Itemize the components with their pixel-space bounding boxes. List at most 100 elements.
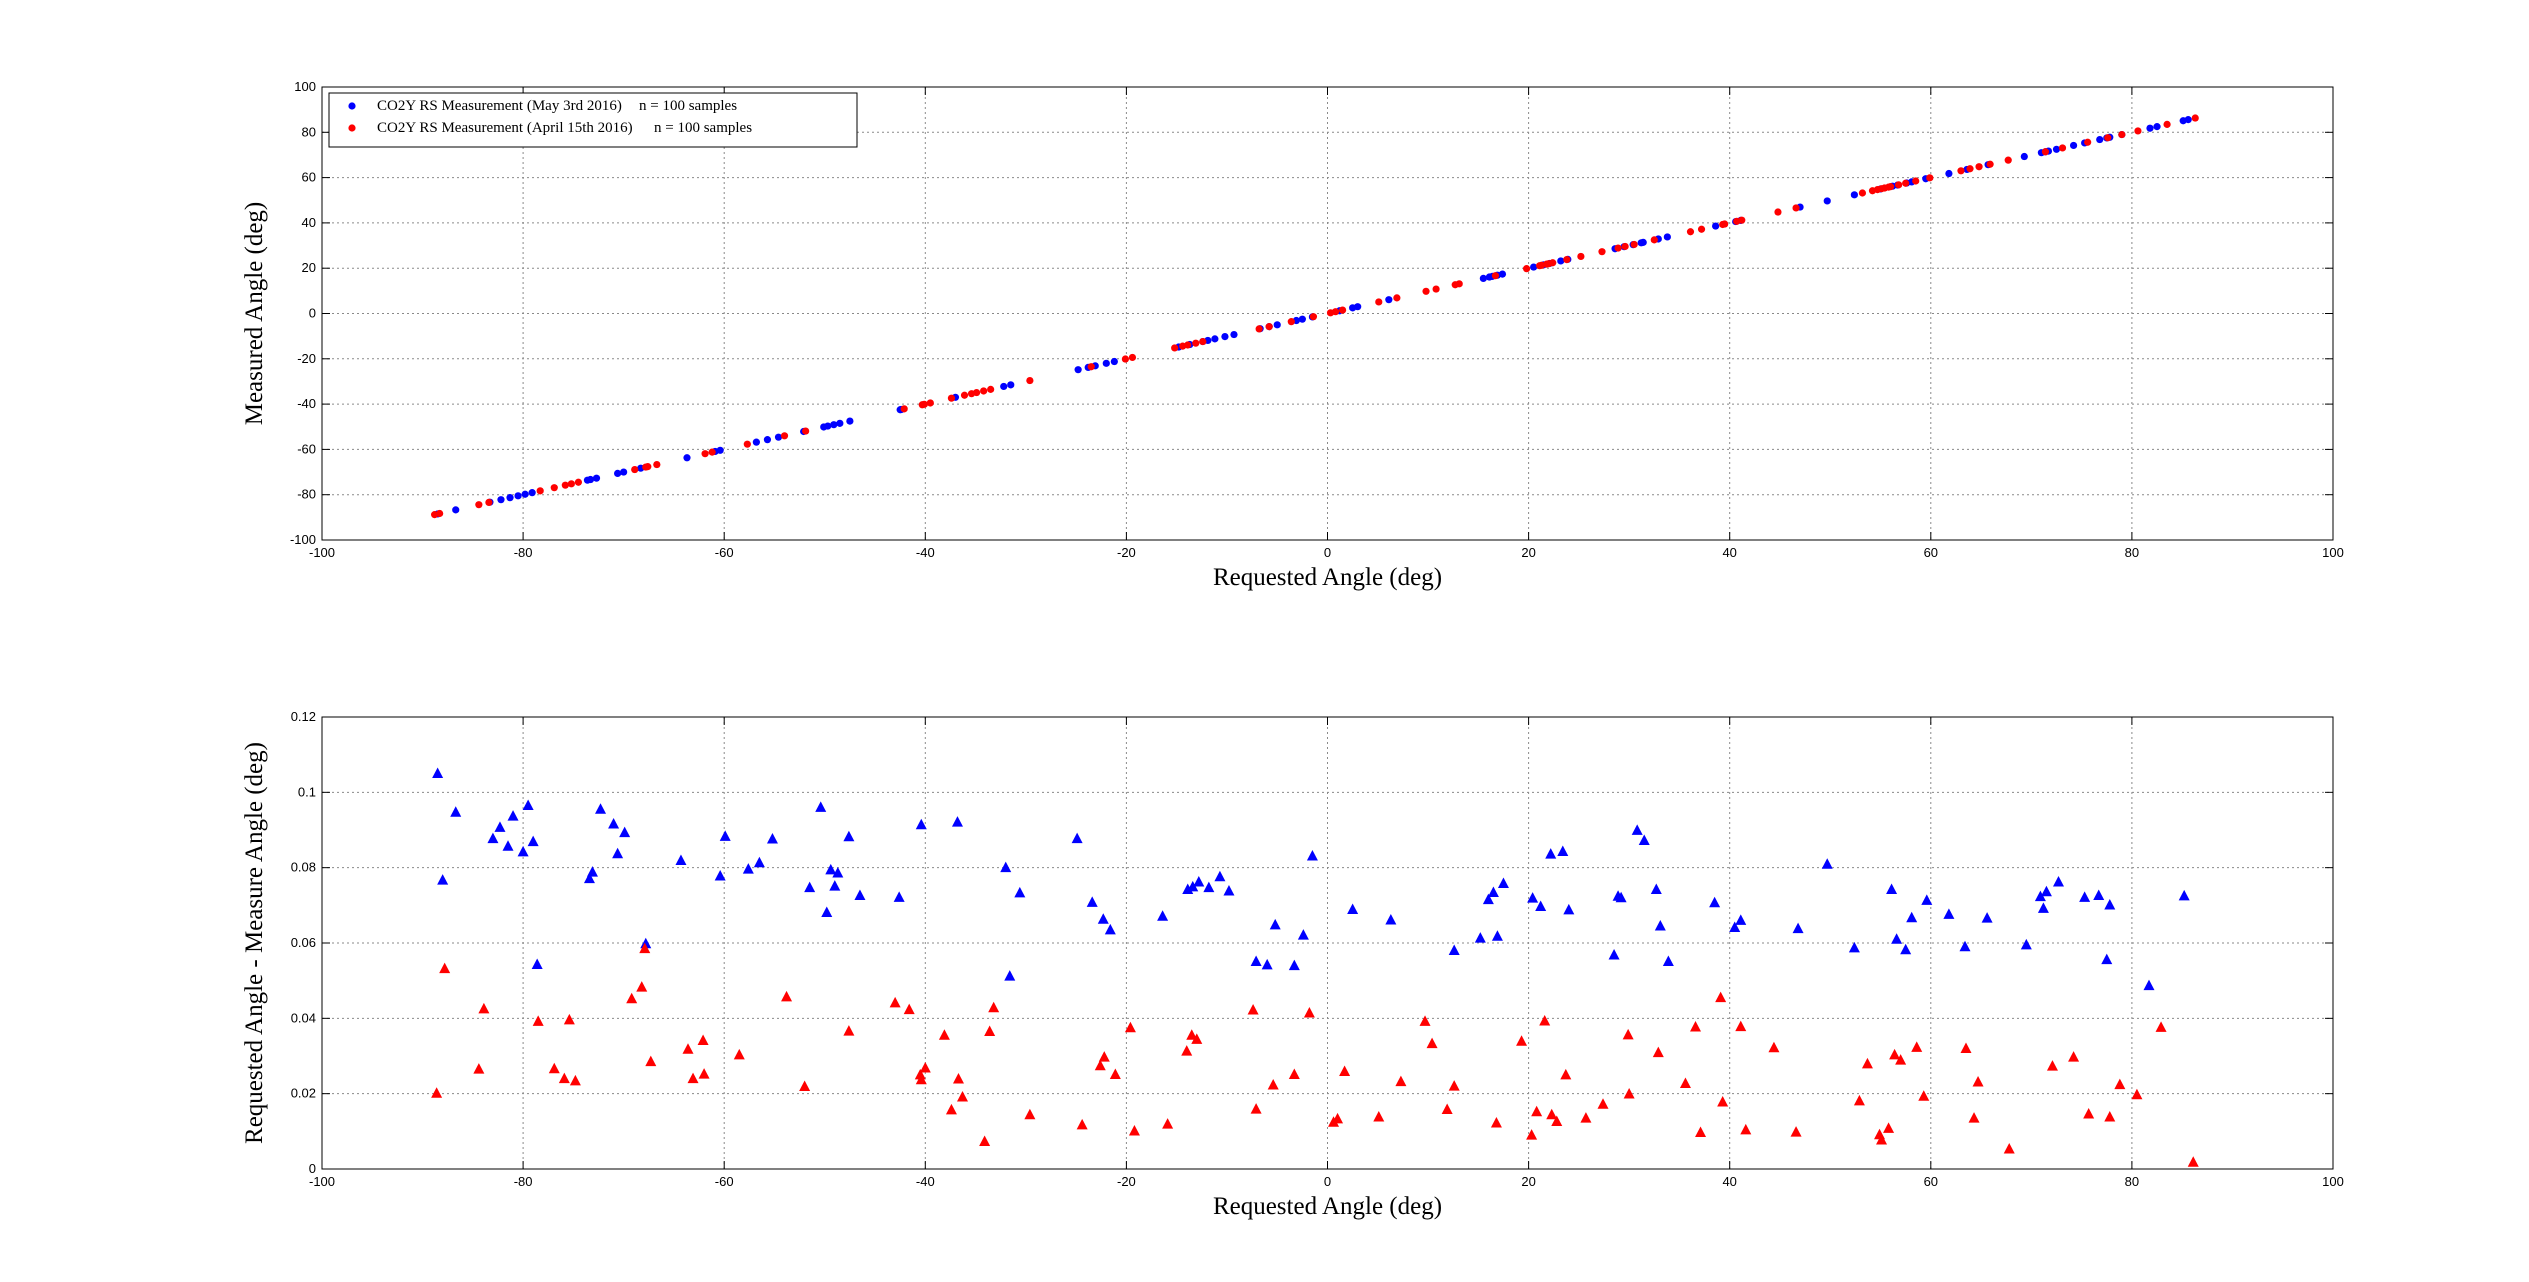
data-point bbox=[2052, 875, 2064, 887]
legend-label: CO2Y RS Measurement (May 3rd 2016) bbox=[377, 98, 622, 114]
data-point bbox=[1076, 1118, 1088, 1130]
data-point bbox=[1821, 858, 1833, 869]
data-point bbox=[2052, 145, 2061, 153]
data-point bbox=[2040, 885, 2052, 897]
y-tick-label: -40 bbox=[297, 396, 316, 411]
data-point bbox=[1630, 240, 1638, 249]
data-point bbox=[781, 990, 793, 1002]
data-point bbox=[1715, 991, 1727, 1003]
data-point bbox=[972, 388, 981, 397]
data-point bbox=[1455, 280, 1463, 288]
y-tick-label: 0.08 bbox=[291, 860, 316, 875]
data-point bbox=[1721, 220, 1729, 228]
data-point bbox=[1339, 1065, 1351, 1076]
data-point bbox=[957, 1091, 969, 1102]
data-point bbox=[1375, 298, 1383, 306]
data-point bbox=[1221, 333, 1229, 341]
data-point bbox=[1261, 958, 1273, 970]
data-point bbox=[843, 830, 855, 842]
data-point bbox=[900, 405, 908, 413]
data-point bbox=[1926, 174, 1934, 182]
data-point bbox=[753, 856, 765, 868]
data-point bbox=[478, 1002, 490, 1014]
data-point bbox=[1563, 255, 1571, 264]
data-point bbox=[1986, 160, 1994, 168]
data-point bbox=[514, 492, 522, 500]
data-point bbox=[799, 1080, 811, 1092]
data-point bbox=[1557, 257, 1565, 265]
data-point bbox=[1181, 1045, 1193, 1056]
data-point bbox=[1650, 236, 1658, 244]
data-point bbox=[1792, 922, 1804, 934]
data-point bbox=[612, 847, 624, 859]
data-point bbox=[2079, 891, 2091, 902]
data-point bbox=[550, 484, 558, 492]
data-point bbox=[2020, 152, 2028, 161]
data-point bbox=[592, 474, 601, 482]
data-point bbox=[1162, 1118, 1174, 1129]
data-point bbox=[2134, 127, 2142, 135]
top-scatter-plot: -100 -80 -60 -40 -20 0 20 40 60 80 100 -100 -80 -60 -4… bbox=[241, 79, 2344, 591]
data-point bbox=[1347, 903, 1359, 914]
series-1 bbox=[431, 942, 2199, 1167]
data-point bbox=[439, 962, 451, 974]
data-point bbox=[1563, 903, 1575, 915]
data-point bbox=[1479, 274, 1487, 282]
data-point bbox=[2187, 1156, 2199, 1167]
data-point bbox=[2069, 141, 2078, 150]
data-point bbox=[1975, 163, 1983, 171]
data-point bbox=[1768, 1041, 1780, 1053]
data-point bbox=[452, 506, 460, 514]
data-point bbox=[1911, 1041, 1923, 1052]
data-point bbox=[558, 1072, 570, 1084]
data-point bbox=[708, 448, 716, 456]
data-point bbox=[1943, 908, 1955, 919]
data-point bbox=[1255, 325, 1263, 333]
y-tick-label: 100 bbox=[294, 79, 316, 94]
data-point bbox=[1527, 892, 1539, 903]
data-point bbox=[1912, 177, 1920, 185]
data-point bbox=[846, 417, 854, 425]
data-point bbox=[1128, 1124, 1140, 1136]
data-point bbox=[1086, 896, 1098, 907]
data-point bbox=[1000, 382, 1008, 391]
data-point bbox=[1895, 1054, 1907, 1065]
data-point bbox=[1192, 339, 1200, 347]
data-point bbox=[432, 767, 444, 778]
legend-count: n = 100 samples bbox=[639, 98, 737, 114]
x-tick-label: 100 bbox=[2322, 1174, 2344, 1189]
data-point bbox=[1303, 1007, 1315, 1018]
data-point bbox=[548, 1062, 560, 1074]
x-tick-label: -60 bbox=[715, 1174, 734, 1189]
data-point bbox=[1902, 179, 1910, 187]
data-point bbox=[763, 436, 772, 444]
data-point bbox=[742, 863, 754, 874]
bottom-residual-plot: -100 -80 -60 -40 -20 0 20 40 60 80 100 0 0.02 0.04 0.0… bbox=[241, 709, 2344, 1220]
data-point bbox=[683, 454, 691, 462]
data-point bbox=[494, 821, 506, 832]
data-point bbox=[507, 810, 519, 821]
data-point bbox=[2118, 130, 2126, 139]
data-point bbox=[1560, 1068, 1572, 1080]
data-point bbox=[1823, 197, 1831, 205]
data-point bbox=[1448, 944, 1460, 956]
data-point bbox=[802, 427, 810, 435]
data-point bbox=[619, 826, 631, 838]
data-point bbox=[437, 874, 449, 885]
data-point bbox=[2046, 1060, 2058, 1071]
data-point bbox=[1247, 1004, 1259, 1015]
data-point bbox=[836, 419, 844, 427]
data-point bbox=[2037, 902, 2049, 913]
data-point bbox=[502, 840, 514, 851]
data-point bbox=[815, 801, 827, 812]
data-point bbox=[1848, 941, 1860, 953]
data-point bbox=[829, 880, 841, 891]
data-point bbox=[821, 906, 833, 917]
data-point bbox=[1004, 970, 1016, 981]
data-point bbox=[714, 869, 726, 881]
data-point bbox=[1273, 321, 1281, 329]
data-point bbox=[1007, 381, 1015, 389]
data-point bbox=[766, 833, 778, 844]
